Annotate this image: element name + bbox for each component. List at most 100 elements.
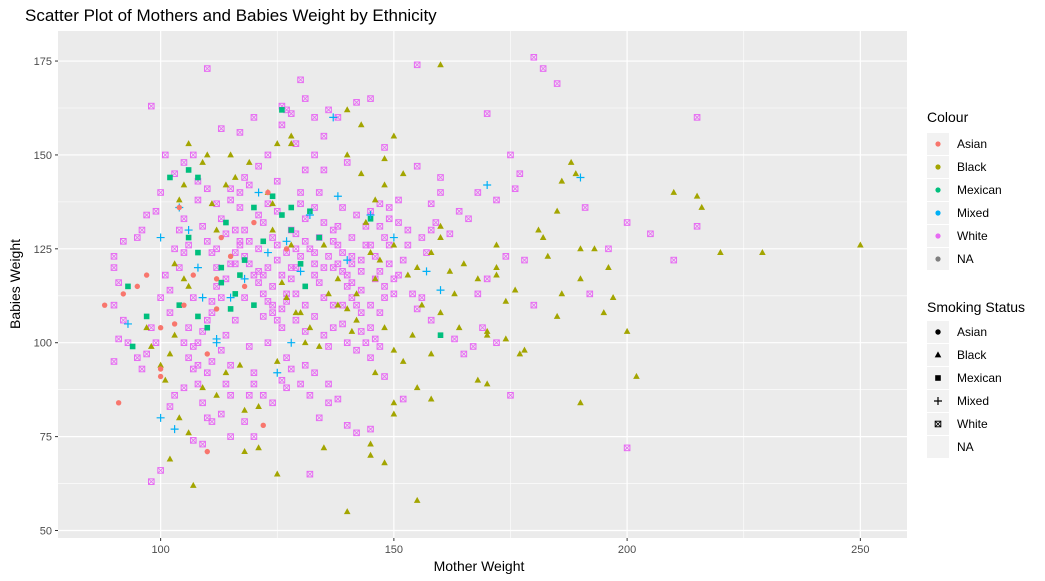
point-white (241, 418, 248, 425)
point-white (287, 275, 295, 283)
data-points (101, 53, 864, 515)
point-black (227, 151, 234, 158)
point-white (115, 335, 122, 343)
point-white (647, 230, 654, 238)
point-white (521, 256, 528, 264)
y-tick-label: 75 (40, 432, 52, 444)
point-white (199, 440, 206, 448)
point-black (367, 248, 374, 255)
point-asian (213, 306, 220, 312)
point-white (180, 384, 188, 392)
point-black (185, 282, 192, 289)
point-black (343, 508, 351, 515)
point-black (521, 346, 528, 353)
point-white (474, 189, 482, 196)
point-black (418, 301, 426, 308)
point-white (199, 222, 206, 230)
point-white (339, 249, 346, 256)
point-white (301, 215, 309, 223)
point-white (115, 279, 122, 286)
point-black (409, 331, 416, 338)
point-white (311, 204, 318, 211)
point-mixed (305, 211, 314, 220)
point-white (185, 354, 192, 362)
point-white (203, 238, 211, 245)
point-white (227, 391, 234, 399)
point-asian (190, 272, 196, 278)
point-black (166, 350, 174, 357)
point-mixed (273, 368, 282, 377)
point-white (227, 433, 234, 440)
point-white (329, 324, 337, 331)
legend-label: White (957, 229, 988, 243)
point-white (413, 61, 421, 69)
point-black (199, 384, 206, 391)
point-black (390, 241, 398, 248)
point-mexican (316, 234, 323, 241)
point-white (427, 200, 435, 208)
point-white (208, 309, 216, 316)
point-black (376, 256, 384, 263)
point-white (301, 166, 309, 174)
point-white (189, 365, 197, 373)
point-white (264, 339, 272, 347)
point-asian (143, 272, 150, 278)
point-mexican (288, 227, 295, 233)
point-white (451, 335, 458, 343)
point-white (161, 271, 169, 279)
y-tick-label: 125 (34, 244, 52, 256)
point-white (292, 316, 300, 324)
point-white (255, 279, 262, 286)
point-black (343, 305, 351, 312)
point-mixed (329, 113, 338, 122)
legend-swatch (935, 210, 941, 216)
point-black (325, 290, 332, 297)
point-white (250, 114, 258, 121)
point-white (348, 234, 356, 241)
point-black (390, 410, 398, 417)
point-mixed (287, 338, 296, 347)
point-black (287, 140, 295, 147)
point-mixed (198, 293, 207, 302)
x-tick-label: 100 (151, 544, 169, 556)
point-white (134, 234, 141, 241)
point-white (301, 95, 309, 102)
point-asian (171, 321, 178, 327)
point-black (483, 327, 491, 334)
point-mexican (241, 257, 248, 263)
point-black (483, 331, 491, 338)
point-asian (120, 291, 127, 297)
point-mexican (251, 302, 257, 308)
point-asian (213, 276, 220, 282)
point-white (227, 196, 234, 204)
point-mexican (195, 313, 201, 320)
point-mixed (170, 425, 179, 434)
legend-shape (934, 351, 942, 358)
point-white (222, 331, 230, 339)
point-black (287, 132, 295, 139)
point-black (381, 155, 388, 162)
legend-swatch (935, 256, 941, 262)
point-white (259, 271, 267, 279)
point-black (437, 233, 444, 240)
point-white (315, 189, 323, 196)
point-white (437, 189, 444, 196)
point-white (334, 395, 342, 403)
point-white (404, 226, 412, 234)
point-asian (241, 283, 248, 290)
point-black (315, 342, 323, 349)
point-black (390, 346, 398, 353)
point-white (311, 260, 318, 268)
point-white (343, 339, 351, 347)
point-white (367, 95, 374, 102)
point-white (250, 380, 258, 388)
point-black (605, 264, 612, 270)
point-black (455, 324, 463, 331)
point-black (320, 444, 328, 451)
point-white (399, 395, 407, 403)
point-white (203, 185, 211, 193)
point-black (273, 357, 281, 364)
point-white (189, 151, 197, 159)
point-black (413, 384, 421, 391)
point-white (670, 256, 678, 264)
